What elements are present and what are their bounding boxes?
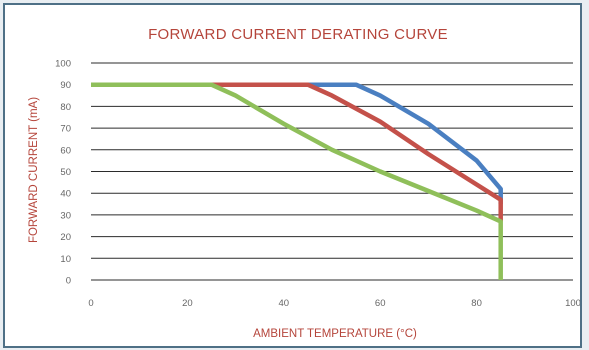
x-tick-80: 80	[471, 298, 482, 309]
x-axis-label: AMBIENT TEMPERATURE (°C)	[253, 328, 417, 340]
y-tick-70: 70	[60, 124, 71, 135]
y-tick-30: 30	[60, 210, 71, 221]
y-tick-90: 90	[60, 80, 71, 91]
chart-frame: FORWARD CURRENT DERATING CURVE 0 10 20 30 40…	[3, 3, 582, 348]
series-line-2	[91, 82, 503, 222]
y-tick-0: 0	[66, 276, 71, 287]
y-tick-10: 10	[60, 254, 71, 265]
x-tick-100: 100	[565, 298, 580, 309]
chart-svg: FORWARD CURRENT DERATING CURVE 0 10 20 30 40…	[28, 26, 580, 340]
x-tick-0: 0	[88, 298, 93, 309]
chart-title: FORWARD CURRENT DERATING CURVE	[148, 26, 448, 43]
series-line-3	[91, 82, 503, 280]
y-tick-50: 50	[60, 167, 71, 178]
x-tick-20: 20	[182, 298, 193, 309]
y-axis-label: FORWARD CURRENT (mA)	[28, 97, 40, 243]
y-tick-labels: 0 10 20 30 40 50 60 70 80 90 100	[55, 59, 71, 287]
y-tick-20: 20	[60, 232, 71, 243]
y-tick-80: 80	[60, 102, 71, 113]
x-tick-60: 60	[375, 298, 386, 309]
gridlines	[91, 62, 573, 281]
x-tick-40: 40	[279, 298, 290, 309]
series-lines	[91, 82, 503, 280]
x-tick-labels: 0 20 40 60 80 100	[88, 298, 580, 309]
y-tick-40: 40	[60, 189, 71, 200]
y-tick-60: 60	[60, 145, 71, 156]
series-line-1	[91, 82, 503, 205]
y-tick-100: 100	[55, 59, 71, 70]
